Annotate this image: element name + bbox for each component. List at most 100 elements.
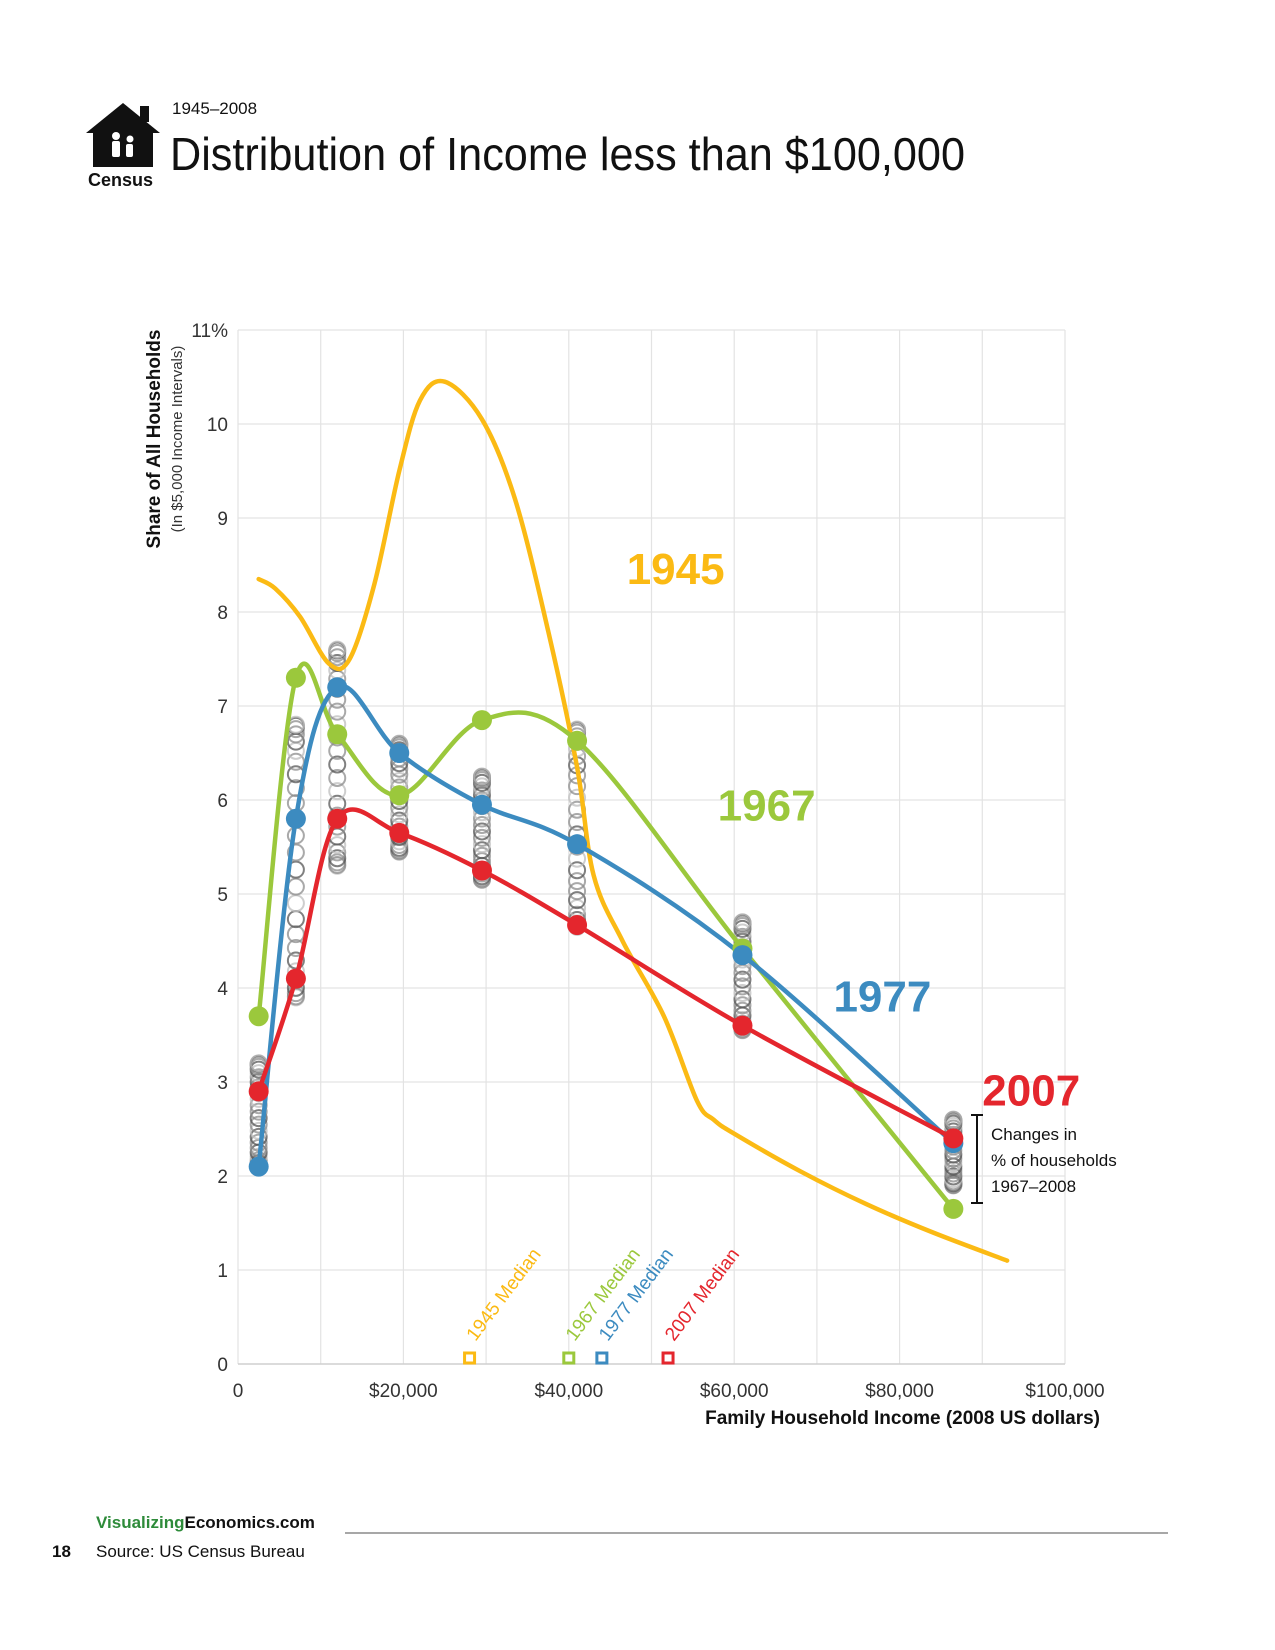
footer-brand[interactable]: VisualizingEconomics.com — [96, 1513, 315, 1532]
footer: VisualizingEconomics.com 18 Source: US C… — [52, 1513, 1168, 1561]
year-ring-marker — [733, 990, 752, 1009]
year-ring-marker — [568, 872, 587, 891]
data-point-1977 — [567, 834, 588, 855]
year-ring-marker — [286, 894, 305, 913]
median-marker — [661, 1351, 675, 1365]
series-label-1967: 1967 — [718, 782, 816, 831]
median-marker — [595, 1351, 609, 1365]
x-tick-label: $100,000 — [1025, 1381, 1104, 1402]
data-point-1977 — [732, 945, 753, 966]
year-ring-marker — [286, 752, 305, 771]
data-point-1967 — [327, 724, 348, 745]
page-number: 18 — [52, 1542, 71, 1561]
source-note: Source: US Census Bureau — [96, 1542, 305, 1561]
changes-annotation: Changes in % of households 1967–2008 — [971, 1114, 1117, 1204]
logo-label: Census — [88, 170, 153, 190]
year-ring-marker — [286, 741, 305, 760]
year-ring-marker — [568, 882, 587, 901]
series-line-1967 — [256, 661, 956, 1212]
year-ring-marker — [733, 913, 752, 932]
x-axis-label: Family Household Income (2008 US dollars… — [705, 1408, 1100, 1429]
year-ring-marker — [568, 891, 587, 910]
yearly-ring-markers — [249, 640, 963, 1195]
median-marker — [562, 1351, 576, 1365]
year-ring-marker — [286, 910, 305, 929]
y-tick-label: 1 — [217, 1261, 228, 1282]
data-point-2007 — [471, 860, 492, 881]
year-ring-marker — [328, 782, 347, 801]
data-point-1977 — [285, 808, 306, 829]
data-point-1977 — [471, 794, 492, 815]
x-tick-label: $80,000 — [865, 1381, 934, 1402]
series-label-2007: 2007 — [982, 1067, 1080, 1116]
data-point-2007 — [389, 822, 410, 843]
x-tick-label: 0 — [233, 1381, 244, 1402]
year-ring-marker — [733, 970, 752, 989]
footer-brand-part1: Visualizing — [96, 1513, 185, 1532]
year-ring-marker — [328, 648, 347, 667]
median-label: 1945 Median — [463, 1245, 546, 1345]
year-ring-marker — [328, 849, 347, 868]
year-ring-marker — [286, 951, 305, 970]
series-line-1945 — [256, 378, 1010, 1263]
y-axis-label: Share of All Households — [144, 330, 165, 549]
series-points-1977 — [248, 677, 964, 1177]
data-point-1977 — [389, 743, 410, 763]
x-tick-label: $40,000 — [534, 1381, 603, 1402]
year-ring-marker — [472, 835, 491, 854]
y-tick-label: 10 — [207, 415, 228, 436]
x-tick-label: $20,000 — [369, 1381, 438, 1402]
chart-area: 0 1 2 3 4 5 6 7 8 9 10 11% 0 $20,000 $40,000 $60,000 $80… — [191, 321, 1104, 1402]
series-line-1977 — [256, 683, 956, 1169]
year-ring-marker — [328, 768, 347, 787]
year-ring-marker — [286, 877, 305, 896]
year-ring-marker — [472, 841, 491, 860]
year-ring-marker — [328, 836, 347, 855]
median-marker — [463, 1351, 477, 1365]
data-point-1967 — [248, 1006, 269, 1027]
series-1967 — [256, 661, 956, 1212]
data-point-1977 — [327, 677, 348, 698]
year-ring-marker — [328, 702, 347, 721]
data-point-1977 — [248, 1156, 269, 1177]
year-ring-marker — [472, 815, 491, 834]
data-point-1967 — [389, 785, 410, 806]
series-label-1945: 1945 — [627, 545, 725, 594]
year-ring-marker — [249, 1109, 268, 1128]
y-tick-label: 2 — [217, 1167, 228, 1188]
year-ring-marker — [568, 788, 587, 807]
year-ring-marker — [390, 805, 409, 824]
data-point-2007 — [248, 1081, 269, 1102]
data-point-2007 — [285, 968, 306, 989]
y-tick-label: 6 — [217, 791, 228, 812]
data-point-2007 — [943, 1128, 964, 1149]
x-tick-label: $60,000 — [700, 1381, 769, 1402]
y-tick-label: 7 — [217, 697, 228, 718]
year-ring-marker — [249, 1102, 268, 1121]
y-tick-label: 8 — [217, 603, 228, 624]
y-axis-sublabel: (In $5,000 Income Intervals) — [169, 346, 186, 533]
year-ring-marker — [286, 779, 305, 798]
footer-brand-part2: Economics.com — [185, 1513, 315, 1532]
y-tick-label: 4 — [217, 979, 228, 1000]
year-ring-marker — [733, 996, 752, 1015]
chart-title: Distribution of Income less than $100,00… — [170, 128, 965, 180]
y-tick-label: 3 — [217, 1073, 228, 1094]
data-point-1967 — [285, 667, 306, 688]
data-point-2007 — [567, 915, 588, 936]
year-ring-marker — [472, 767, 491, 786]
annotation-line-1: Changes in — [991, 1125, 1077, 1144]
series-points-2007 — [248, 808, 964, 1149]
year-ring-marker — [944, 1110, 963, 1129]
year-ring-marker — [472, 822, 491, 841]
year-ring-marker — [472, 828, 491, 847]
chart-subtitle: 1945–2008 — [172, 99, 257, 118]
data-point-1967 — [943, 1198, 964, 1219]
y-tick-label: 11% — [191, 321, 228, 342]
year-ring-marker — [328, 755, 347, 774]
census-logo: Census — [86, 103, 160, 190]
data-point-2007 — [732, 1015, 753, 1036]
year-ring-marker — [568, 861, 587, 880]
